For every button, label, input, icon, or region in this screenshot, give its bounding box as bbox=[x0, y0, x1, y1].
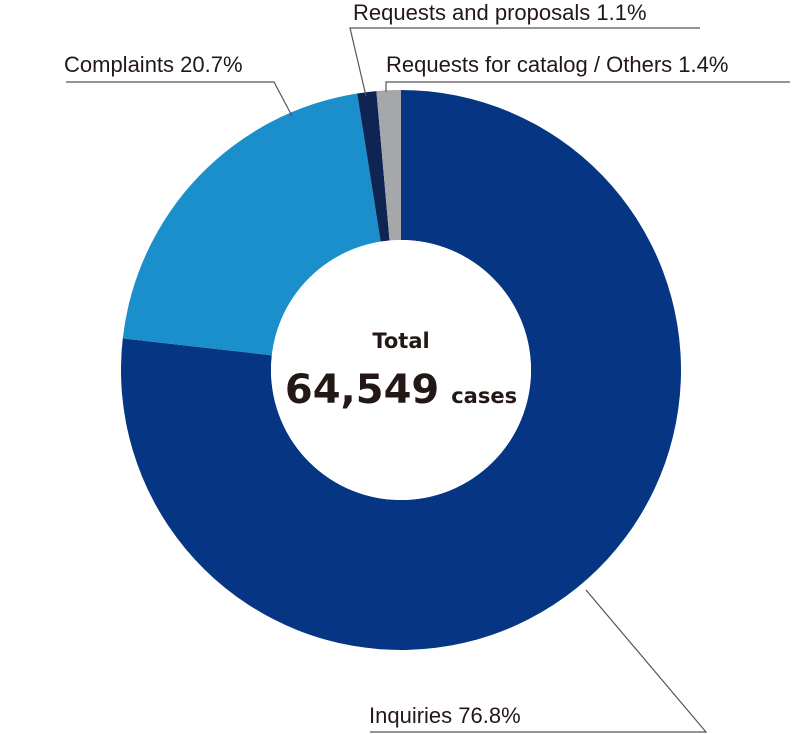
center-total: 64,549 cases bbox=[285, 367, 517, 413]
slice-inquiries bbox=[120, 90, 682, 650]
leader-line-complaints bbox=[66, 81, 293, 117]
label-requests-proposals: Requests and proposals 1.1% bbox=[353, 0, 647, 25]
leader-line-inquiries bbox=[370, 589, 708, 733]
slices-group bbox=[120, 90, 682, 650]
center-title: Total bbox=[372, 329, 429, 353]
center-unit: cases bbox=[451, 384, 517, 408]
center-value: 64,549 bbox=[285, 367, 439, 413]
slice-requests-and-proposals bbox=[357, 91, 390, 242]
leader-line-requests-proposals bbox=[349, 27, 700, 97]
label-complaints: Complaints 20.7% bbox=[64, 52, 243, 77]
slice-requests-for-catalog-others bbox=[376, 90, 401, 241]
donut-hole bbox=[271, 240, 531, 500]
label-requests-catalog: Requests for catalog / Others 1.4% bbox=[386, 52, 728, 77]
slice-complaints bbox=[122, 93, 381, 356]
label-inquiries: Inquiries 76.8% bbox=[369, 703, 521, 728]
leader-line-requests-catalog bbox=[385, 81, 790, 92]
